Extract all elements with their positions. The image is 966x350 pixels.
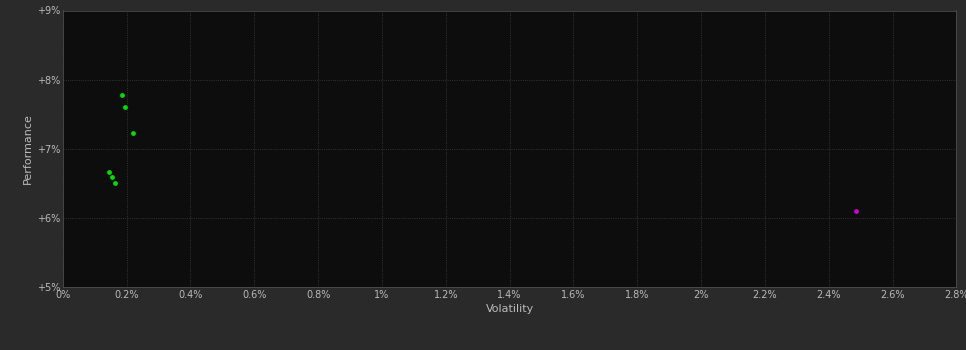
Point [117, 105, 132, 110]
Point [101, 169, 117, 174]
Point [848, 208, 864, 214]
Point [126, 130, 141, 136]
Point [114, 92, 129, 98]
Point [108, 180, 124, 186]
Point [104, 174, 120, 180]
Y-axis label: Performance: Performance [22, 113, 33, 184]
X-axis label: Volatility: Volatility [486, 304, 533, 314]
